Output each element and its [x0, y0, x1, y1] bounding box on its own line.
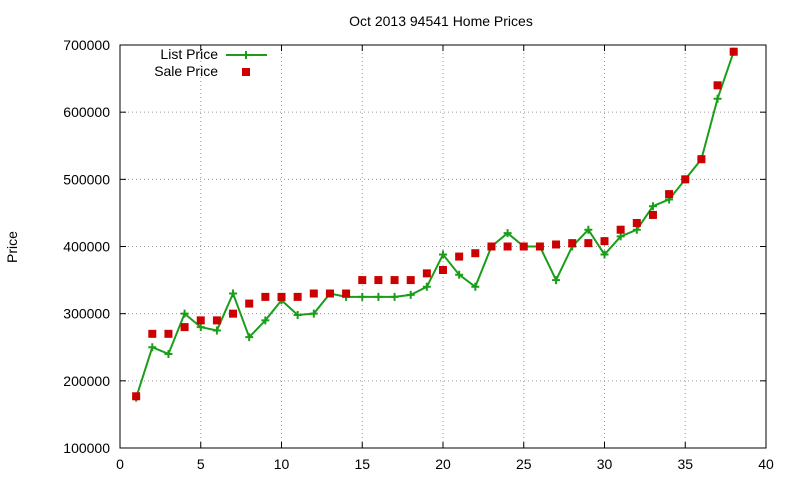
sale-price-point [229, 309, 238, 318]
sale-price-point [600, 237, 609, 246]
x-tick-label: 40 [758, 456, 774, 472]
sale-price-point [374, 276, 383, 285]
legend-label-list-price: List Price [160, 46, 218, 62]
y-tick-label: 200000 [63, 373, 110, 389]
list-price-point [422, 282, 431, 291]
list-price-point [245, 333, 254, 342]
plot-border [119, 44, 767, 449]
sale-price-point [164, 329, 173, 338]
sale-price-point [196, 316, 205, 325]
sale-price-point [325, 289, 334, 298]
list-price-point [374, 292, 383, 301]
list-price-point [406, 290, 415, 299]
sale-price-point [422, 269, 431, 278]
list-price-point [471, 282, 480, 291]
list-price-point [309, 309, 318, 318]
list-price-point [229, 289, 238, 298]
list-price-point [648, 202, 657, 211]
y-tick-label: 700000 [63, 37, 110, 53]
legend: List Price Sale Price [154, 46, 267, 79]
sale-price-point [245, 299, 254, 308]
x-tick-label: 30 [597, 456, 613, 472]
sale-price-point [697, 155, 706, 164]
list-price-point [261, 316, 270, 325]
sale-price-point [665, 190, 674, 199]
list-price-point [439, 250, 447, 259]
y-axis-label: Price [4, 231, 20, 263]
sale-price-point [471, 249, 480, 258]
list-price-point [293, 311, 302, 320]
list-price-point [212, 326, 221, 335]
x-tick-label: 10 [274, 456, 290, 472]
list-price-point [164, 349, 173, 358]
sale-price-point [180, 323, 189, 332]
sale-price-point [455, 252, 464, 261]
sale-price-point [309, 289, 318, 298]
sale-price-point [584, 239, 593, 248]
y-tick-label: 500000 [63, 171, 110, 187]
sale-price-point [713, 81, 722, 90]
list-price-point [148, 343, 157, 352]
x-tick-label: 35 [677, 456, 693, 472]
list-price-point [616, 232, 625, 241]
x-tick-label: 25 [516, 456, 532, 472]
grid [120, 45, 766, 448]
chart-title: Oct 2013 94541 Home Prices [349, 13, 533, 29]
x-tick-label: 0 [116, 456, 124, 472]
sale-price-point [487, 242, 496, 251]
list-price-point [552, 276, 561, 285]
list-price-point [503, 229, 512, 238]
sale-price-point [406, 276, 415, 285]
sale-price-point [552, 240, 561, 249]
sale-price-point [535, 242, 544, 251]
legend-marker-list-price [242, 51, 250, 59]
y-tick-label: 100000 [63, 440, 110, 456]
sale-price-point [503, 242, 512, 251]
sale-price-point [358, 276, 367, 285]
list-price-point [358, 292, 367, 301]
sale-price-point [148, 329, 157, 338]
plot-area [132, 47, 738, 402]
y-tick-label: 400000 [63, 239, 110, 255]
legend-marker-sale-price [242, 68, 250, 76]
ticks: 0 5 10 15 20 25 30 35 40 100000 200000 300000 400000… [63, 37, 774, 472]
list-price-point [584, 225, 593, 234]
x-tick-label: 15 [354, 456, 370, 472]
sale-price-point [293, 292, 302, 301]
sale-price-point [277, 292, 286, 301]
sale-price-point [439, 266, 447, 275]
x-tick-label: 20 [435, 456, 451, 472]
sale-price-point [681, 175, 690, 184]
list-price-point [713, 94, 722, 103]
list-price-point [180, 309, 189, 318]
sale-price-point [519, 242, 528, 251]
sale-price-point [212, 316, 221, 325]
sale-price-point [616, 225, 625, 234]
sale-price-point [390, 276, 399, 285]
list-price-point [390, 292, 399, 301]
list-price-point [455, 270, 464, 279]
x-tick-label: 5 [197, 456, 205, 472]
sale-price-point [648, 210, 657, 219]
sale-price-point [632, 218, 641, 227]
sale-price-point [261, 292, 270, 301]
series-line-list-price [135, 51, 735, 398]
list-price-point [600, 250, 609, 259]
legend-label-sale-price: Sale Price [154, 63, 218, 79]
list-price-point [632, 225, 641, 234]
sale-price-point [568, 239, 577, 248]
sale-price-point [132, 392, 141, 401]
sale-price-point [342, 289, 351, 298]
list-price-point [196, 323, 205, 332]
sale-price-point [729, 47, 738, 56]
y-tick-label: 600000 [63, 104, 110, 120]
y-tick-label: 300000 [63, 306, 110, 322]
